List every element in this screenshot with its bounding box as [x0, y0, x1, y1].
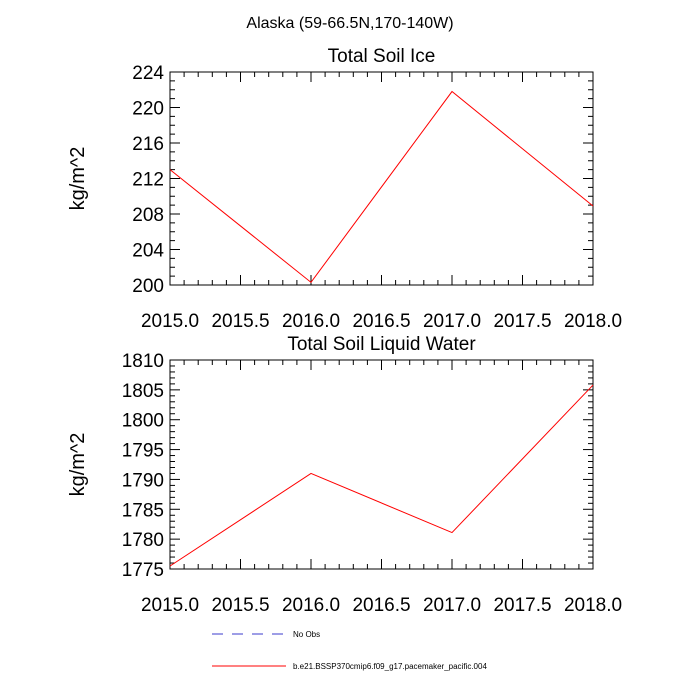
- panel0-x-tick-label-5: 2017.5: [493, 311, 551, 332]
- panel1-y-tick-label-1: 1780: [122, 530, 164, 551]
- panel1-x-tick-label-6: 2018.0: [564, 595, 622, 616]
- panel1-x-tick-label-4: 2017.0: [423, 595, 481, 616]
- panel0-y-tick-label-6: 224: [132, 63, 164, 84]
- panel0-series-line-b-e21-bssp370cmip6-f09-g17-pacemaker-pacific-004: [169, 90, 594, 284]
- panel0-x-tick-label-1: 2015.5: [211, 311, 269, 332]
- panel0-y-tick-label-3: 212: [132, 170, 164, 191]
- panel1-x-tick-label-2: 2016.0: [282, 595, 340, 616]
- panel1-x-tick-label-3: 2016.5: [352, 595, 410, 616]
- panel1-y-tick-label-7: 1810: [122, 351, 164, 372]
- legend-label-no-obs: No Obs: [293, 630, 320, 639]
- legend-label-b-e21-bssp370cmip6-f09-g17-pacemaker-pacific-004: b.e21.BSSP370cmip6.f09_g17.pacemaker_pac…: [293, 662, 487, 671]
- panel0-x-tick-label-0: 2015.0: [141, 311, 199, 332]
- panel1-y-tick-label-0: 1775: [122, 560, 164, 581]
- panel1-y-tick-label-5: 1800: [122, 411, 164, 432]
- panel1-series-line-b-e21-bssp370cmip6-f09-g17-pacemaker-pacific-004: [169, 384, 594, 567]
- panel0-y-tick-label-2: 208: [132, 205, 164, 226]
- panel0-y-axis-title: kg/m^2: [67, 147, 89, 211]
- panel0-y-tick-label-5: 220: [132, 99, 164, 120]
- panel1-plot-frame: [169, 359, 594, 570]
- panel1-x-tick-label-5: 2017.5: [493, 595, 551, 616]
- panel0-y-tick-label-4: 216: [132, 134, 164, 155]
- panel1-y-axis-title: kg/m^2: [67, 433, 89, 497]
- panel0-y-tick-label-1: 204: [132, 241, 164, 262]
- panel1-y-tick-label-3: 1790: [122, 470, 164, 491]
- panel1-title: Total Soil Liquid Water: [287, 334, 476, 355]
- legend: No Obs b.e21.BSSP370cmip6.f09_g17.pacemak…: [212, 630, 487, 671]
- panel1-x-tick-label-1: 2015.5: [211, 595, 269, 616]
- panel0-x-tick-label-4: 2017.0: [423, 311, 481, 332]
- panel-total-soil-ice: 2015.0 2015.5 2016.0 2016.5 2017.0 2017.5 2018…: [67, 46, 622, 332]
- panel1-x-tick-label-0: 2015.0: [141, 595, 199, 616]
- panel0-y-tick-label-0: 200: [132, 276, 164, 297]
- panel0-x-tick-label-2: 2016.0: [282, 311, 340, 332]
- panel0-x-tick-label-6: 2018.0: [564, 311, 622, 332]
- panel0-plot-frame: [169, 71, 594, 286]
- panel0-title: Total Soil Ice: [328, 46, 436, 67]
- panel1-y-tick-label-6: 1805: [122, 381, 164, 402]
- figure-title: Alaska (59-66.5N,170-140W): [246, 15, 453, 32]
- panel-total-soil-liquid-water: 2015.0 2015.5 2016.0 2016.5 2017.0 2017.5 2018…: [67, 334, 622, 616]
- panel1-y-tick-label-4: 1795: [122, 441, 164, 462]
- panel1-y-tick-label-2: 1785: [122, 500, 164, 521]
- panel0-x-tick-label-3: 2016.5: [352, 311, 410, 332]
